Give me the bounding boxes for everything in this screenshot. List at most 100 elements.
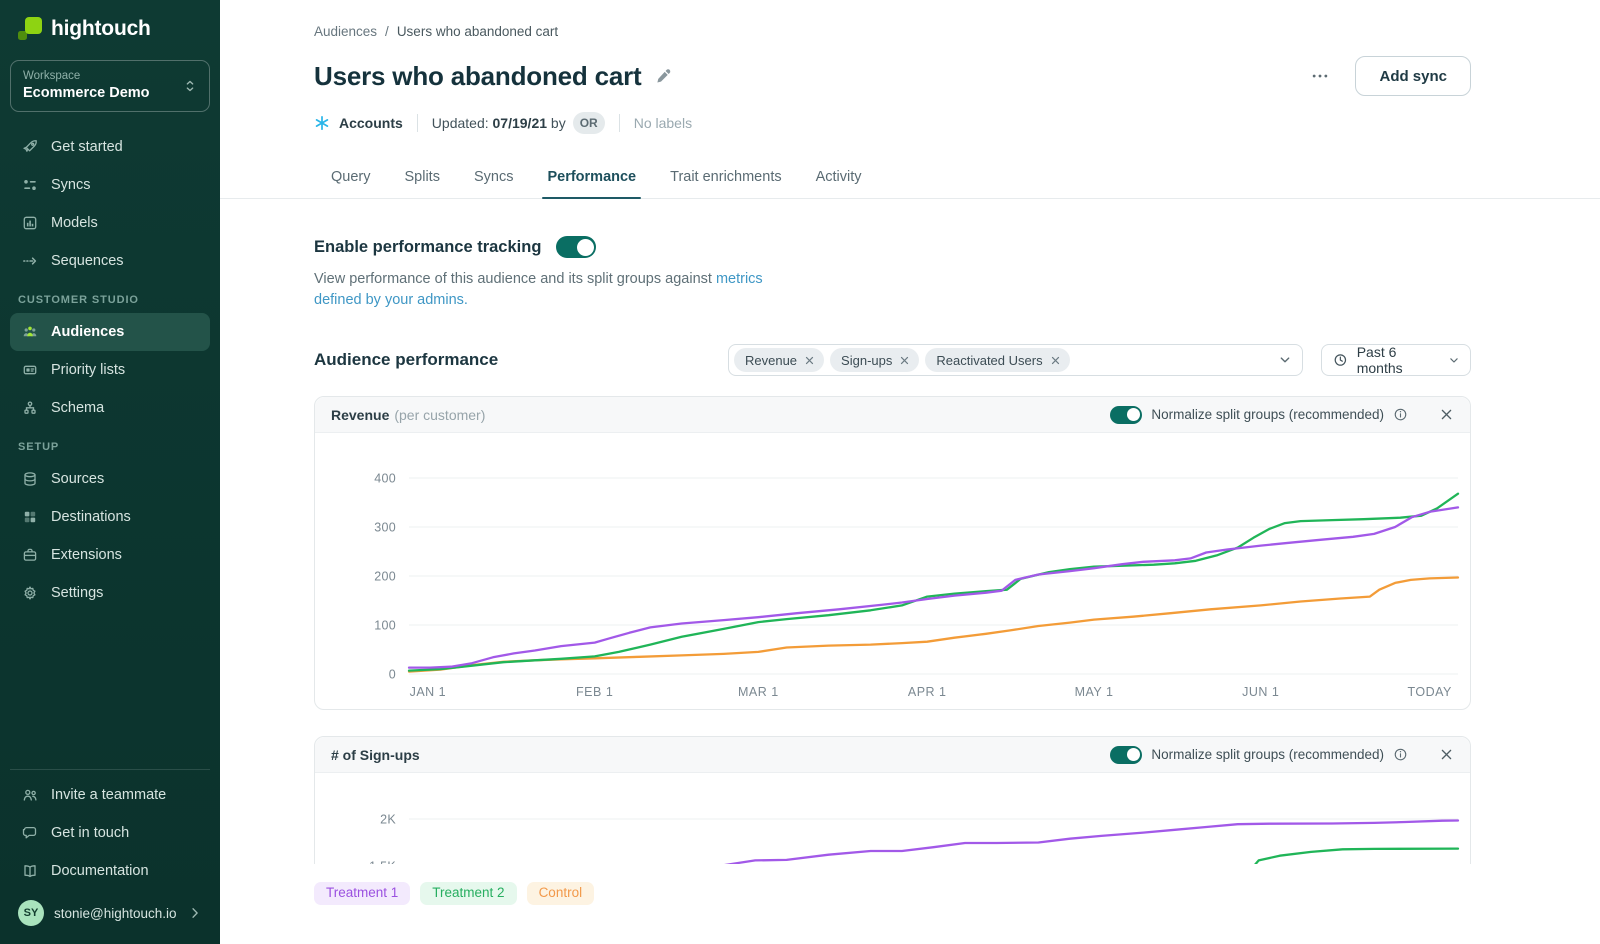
signups-card-title: # of Sign-ups xyxy=(331,746,420,763)
sidebar-item-priority-lists[interactable]: Priority lists xyxy=(10,351,210,389)
sidebar-item-syncs[interactable]: Syncs xyxy=(10,166,210,204)
user-email: stonie@hightouch.io xyxy=(54,905,177,921)
labels-placeholder: No labels xyxy=(633,115,693,131)
metrics-link[interactable]: metrics defined by your admins. xyxy=(314,271,763,308)
normalize-toggle[interactable] xyxy=(1110,405,1143,424)
sidebar-item-get-started[interactable]: Get started xyxy=(10,128,210,166)
metric-chip-reactivated-users: Reactivated Users xyxy=(925,348,1070,372)
time-range-select[interactable]: Past 6 months xyxy=(1321,344,1471,376)
enable-tracking-toggle[interactable] xyxy=(556,236,597,258)
chevron-right-icon xyxy=(188,906,202,920)
tab-trait-enrichments[interactable]: Trait enrichments xyxy=(670,169,782,185)
user-menu[interactable]: SY stonie@hightouch.io xyxy=(10,890,210,940)
chevron-down-icon xyxy=(1278,353,1292,367)
sidebar-item-destinations[interactable]: Destinations xyxy=(10,498,210,536)
audiences-icon xyxy=(22,324,38,340)
sidebar-item-sequences[interactable]: Sequences xyxy=(10,242,210,280)
sidebar-item-label: Extensions xyxy=(51,547,122,563)
svg-text:400: 400 xyxy=(374,472,396,486)
sidebar-item-sources[interactable]: Sources xyxy=(10,460,210,498)
svg-text:APR 1: APR 1 xyxy=(908,685,947,699)
metric-chip-label: Reactivated Users xyxy=(936,352,1043,368)
main-area: Audiences / Users who abandoned cart Use… xyxy=(220,0,1600,944)
sidebar-item-invite-a-teammate[interactable]: Invite a teammate xyxy=(10,776,210,814)
sidebar-item-label: Schema xyxy=(51,400,105,416)
meta-row: Accounts Updated: 07/19/21 by OR No labe… xyxy=(314,112,1471,134)
normalize-label: Normalize split groups (recommended) xyxy=(1151,407,1384,422)
app-logo: hightouch xyxy=(10,0,210,48)
tab-performance[interactable]: Performance xyxy=(530,163,653,199)
sidebar-item-label: Destinations xyxy=(51,509,131,525)
svg-text:300: 300 xyxy=(374,521,396,535)
sidebar-item-audiences[interactable]: Audiences xyxy=(10,313,210,351)
close-chart-icon[interactable] xyxy=(1439,407,1454,422)
normalize-label: Normalize split groups (recommended) xyxy=(1151,747,1384,762)
add-sync-button[interactable]: Add sync xyxy=(1355,56,1471,96)
normalize-toggle[interactable] xyxy=(1110,745,1143,764)
info-icon[interactable] xyxy=(1393,407,1408,422)
destinations-icon xyxy=(22,509,38,525)
legend-chip-treatment-2[interactable]: Treatment 2 xyxy=(420,882,517,905)
chat-icon xyxy=(22,825,38,841)
sidebar-item-get-in-touch[interactable]: Get in touch xyxy=(10,814,210,852)
tab-syncs[interactable]: Syncs xyxy=(473,169,514,185)
schema-icon xyxy=(22,400,38,416)
remove-metric-icon[interactable] xyxy=(1050,355,1061,366)
breadcrumb: Audiences / Users who abandoned cart xyxy=(314,0,1471,39)
clock-icon xyxy=(1333,352,1348,368)
sidebar-item-label: Sources xyxy=(51,471,105,487)
info-icon[interactable] xyxy=(1393,747,1408,762)
metric-chip-label: Revenue xyxy=(745,352,798,368)
workspace-selector[interactable]: Workspace Ecommerce Demo xyxy=(10,60,210,112)
remove-metric-icon[interactable] xyxy=(804,355,815,366)
revenue-card-subtitle: (per customer) xyxy=(394,406,486,423)
extensions-icon xyxy=(22,547,38,563)
sidebar-item-models[interactable]: Models xyxy=(10,204,210,242)
syncs-icon xyxy=(22,177,38,193)
priority-lists-icon xyxy=(22,362,38,378)
sidebar-footer: Invite a teammate Get in touch Documentati… xyxy=(10,769,210,944)
sidebar-item-label: Documentation xyxy=(51,863,149,879)
tab-activity[interactable]: Activity xyxy=(815,169,862,185)
metric-multiselect[interactable]: Revenue Sign-ups Reactivated Users xyxy=(728,344,1303,376)
sidebar: hightouch Workspace Ecommerce Demo Get s… xyxy=(0,0,220,944)
sidebar-item-label: Sequences xyxy=(51,253,124,269)
svg-text:FEB 1: FEB 1 xyxy=(576,685,613,699)
sidebar-item-label: Get in touch xyxy=(51,825,130,841)
sidebar-item-settings[interactable]: Settings xyxy=(10,574,210,612)
svg-text:100: 100 xyxy=(374,619,396,633)
snowflake-icon xyxy=(314,115,330,131)
sidebar-item-label: Invite a teammate xyxy=(51,787,167,803)
updated-by-badge: OR xyxy=(572,112,605,134)
sidebar-item-schema[interactable]: Schema xyxy=(10,389,210,427)
tabs: Query Splits Syncs Performance Trait enrichm… xyxy=(220,163,1600,199)
legend-chip-treatment-1[interactable]: Treatment 1 xyxy=(314,882,411,905)
metric-chip-sign-ups: Sign-ups xyxy=(830,348,920,372)
tab-query[interactable]: Query xyxy=(331,169,371,185)
breadcrumb-audiences[interactable]: Audiences xyxy=(314,24,378,39)
revenue-card-title: Revenue xyxy=(331,406,390,423)
svg-text:MAR 1: MAR 1 xyxy=(738,685,779,699)
sidebar-item-extensions[interactable]: Extensions xyxy=(10,536,210,574)
sidebar-item-label: Audiences xyxy=(51,324,125,340)
tracking-description: View performance of this audience and it… xyxy=(314,271,763,308)
sidebar-item-documentation[interactable]: Documentation xyxy=(10,852,210,890)
tab-splits[interactable]: Splits xyxy=(404,169,440,185)
workspace-name: Ecommerce Demo xyxy=(23,85,150,101)
svg-text:JAN 1: JAN 1 xyxy=(410,685,447,699)
more-actions-button[interactable] xyxy=(1311,67,1329,85)
remove-metric-icon[interactable] xyxy=(899,355,910,366)
revenue-card-header: Revenue (per customer) Normalize split g… xyxy=(315,397,1470,433)
close-chart-icon[interactable] xyxy=(1439,747,1454,762)
logo-text: hightouch xyxy=(51,17,151,40)
edit-title-pencil-icon[interactable] xyxy=(654,67,672,85)
sidebar-item-label: Models xyxy=(51,215,98,231)
revenue-chart-card: Revenue (per customer) Normalize split g… xyxy=(314,396,1471,710)
legend-chip-control[interactable]: Control xyxy=(526,882,595,905)
audience-performance-title: Audience performance xyxy=(314,350,499,369)
sidebar-section-title: CUSTOMER STUDIO xyxy=(18,294,139,306)
breadcrumb-separator: / xyxy=(385,24,389,39)
series-legend: Treatment 1 Treatment 2 Control xyxy=(220,864,1600,944)
sidebar-sections: CUSTOMER STUDIO Audiences Priority lists Sc… xyxy=(10,280,210,612)
